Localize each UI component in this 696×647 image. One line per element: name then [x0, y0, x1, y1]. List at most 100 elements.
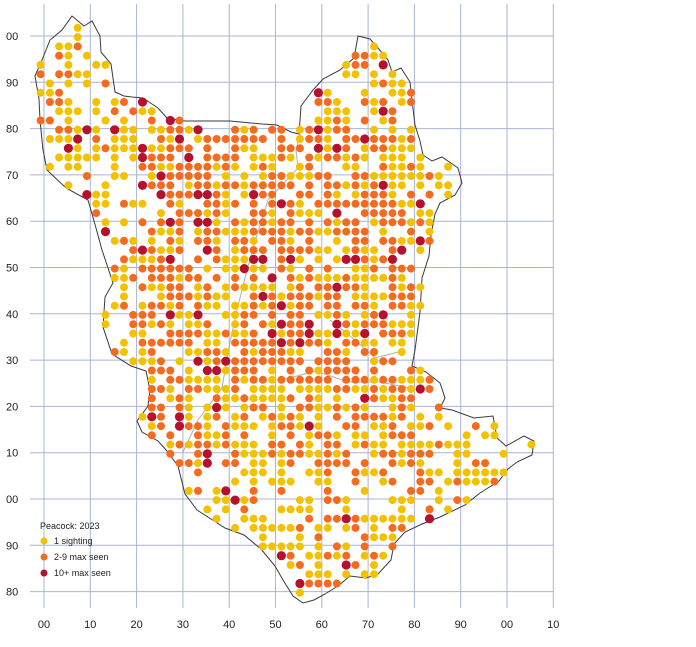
record-dot-1-sighting: [481, 477, 490, 486]
record-dot-2-9: [157, 273, 165, 282]
record-dot-1-sighting: [462, 496, 471, 505]
record-dot-1-sighting: [221, 366, 230, 375]
record-dot-1-sighting: [258, 459, 267, 468]
record-dot-2-9: [342, 199, 351, 208]
record-dot-1-sighting: [286, 561, 295, 569]
record-dot-1-sighting: [286, 348, 295, 356]
record-dot-2-9: [175, 301, 184, 310]
record-dot-2-9: [323, 486, 332, 495]
record-dot-1-sighting: [314, 449, 323, 458]
record-dot-1-sighting: [249, 523, 258, 532]
record-dot-1-sighting: [101, 181, 110, 190]
record-dot-1-sighting: [351, 70, 360, 79]
record-dot-1-sighting: [379, 477, 388, 486]
record-dot-1-sighting: [92, 60, 101, 69]
record-dot-2-9: [184, 144, 193, 153]
record-dot-1-sighting: [379, 385, 388, 393]
record-dot-2-9: [203, 144, 212, 153]
record-dot-1-sighting: [314, 153, 323, 162]
record-dot-2-9: [342, 385, 351, 393]
x-tick-label: 60: [316, 619, 328, 631]
record-dot-2-9: [332, 199, 341, 208]
record-dot-2-9: [351, 523, 360, 532]
record-dot-1-sighting: [425, 209, 434, 218]
record-dot-1-sighting: [323, 310, 332, 319]
record-dot-2-9: [332, 403, 341, 412]
record-dot-2-9: [45, 98, 54, 106]
record-dot-2-9: [277, 144, 286, 153]
record-dot-1-sighting: [323, 273, 332, 282]
record-dot-2-9: [360, 209, 369, 218]
record-dot-2-9: [351, 366, 360, 375]
record-dot-1-sighting: [268, 394, 277, 403]
record-dot-2-9: [305, 227, 314, 236]
record-dot-1-sighting: [221, 505, 230, 514]
record-dot-2-9: [323, 292, 332, 301]
record-dot-2-9: [175, 144, 184, 153]
record-dot-2-9: [388, 477, 397, 486]
record-dot-2-9: [147, 403, 156, 412]
record-dot-10-plus: [295, 338, 305, 348]
record-dot-1-sighting: [240, 125, 249, 134]
record-dot-2-9: [305, 190, 314, 199]
record-dot-1-sighting: [388, 403, 397, 412]
record-dot-10-plus: [378, 60, 388, 70]
record-dot-1-sighting: [240, 468, 249, 477]
record-dot-1-sighting: [249, 468, 258, 477]
record-dot-1-sighting: [314, 403, 323, 412]
record-dot-1-sighting: [240, 403, 249, 412]
record-dot-2-9: [351, 60, 360, 69]
record-dot-1-sighting: [45, 79, 54, 88]
record-dot-1-sighting: [184, 375, 193, 384]
record-dot-1-sighting: [249, 514, 258, 523]
record-dot-1-sighting: [295, 533, 304, 542]
record-dot-1-sighting: [305, 440, 314, 449]
record-dot-10-plus: [332, 282, 342, 292]
record-dot-2-9: [231, 153, 240, 162]
x-tick-label: 30: [177, 619, 189, 631]
record-dot-1-sighting: [295, 542, 304, 551]
record-dot-2-9: [379, 190, 388, 199]
record-dot-2-9: [295, 144, 304, 153]
record-dot-1-sighting: [370, 301, 378, 310]
record-dot-2-9: [407, 366, 415, 375]
record-dot-1-sighting: [194, 348, 202, 356]
record-dot-2-9: [157, 403, 165, 412]
record-dot-2-9: [388, 301, 397, 310]
record-dot-2-9: [212, 348, 221, 356]
record-dot-2-9: [323, 514, 332, 523]
record-dot-2-9: [332, 542, 341, 551]
record-dot-2-9: [379, 209, 388, 218]
record-dot-1-sighting: [499, 468, 508, 477]
record-dot-1-sighting: [129, 153, 138, 162]
record-dot-1-sighting: [110, 301, 119, 310]
record-dot-1-sighting: [388, 70, 397, 79]
record-dot-2-9: [323, 264, 332, 273]
record-dot-10-plus: [313, 88, 323, 98]
record-dot-10-plus: [82, 190, 92, 200]
record-dot-2-9: [175, 162, 184, 171]
record-dot-2-9: [249, 301, 258, 310]
record-dot-1-sighting: [184, 394, 193, 403]
record-dot-1-sighting: [64, 181, 73, 190]
record-dot-2-9: [157, 338, 165, 347]
record-dot-2-9: [249, 375, 258, 384]
record-dot-2-9: [305, 375, 314, 384]
record-dot-1-sighting: [314, 523, 323, 532]
record-dot-10-plus: [304, 328, 314, 339]
record-dot-2-9: [332, 357, 341, 366]
y-tick-label: 60: [6, 216, 18, 228]
record-dot-1-sighting: [295, 348, 304, 356]
record-dot-1-sighting: [240, 449, 249, 458]
record-dot-2-9: [184, 162, 193, 171]
record-dot-1-sighting: [268, 320, 277, 329]
record-dot-1-sighting: [370, 533, 378, 542]
record-dot-1-sighting: [64, 107, 73, 116]
record-dot-2-9: [249, 329, 258, 338]
record-dot-2-9: [360, 60, 369, 69]
record-dot-10-plus: [193, 310, 203, 320]
record-dot-1-sighting: [444, 162, 453, 171]
record-dot-2-9: [268, 310, 277, 319]
record-dot-1-sighting: [323, 570, 332, 579]
record-dot-2-9: [175, 246, 184, 255]
